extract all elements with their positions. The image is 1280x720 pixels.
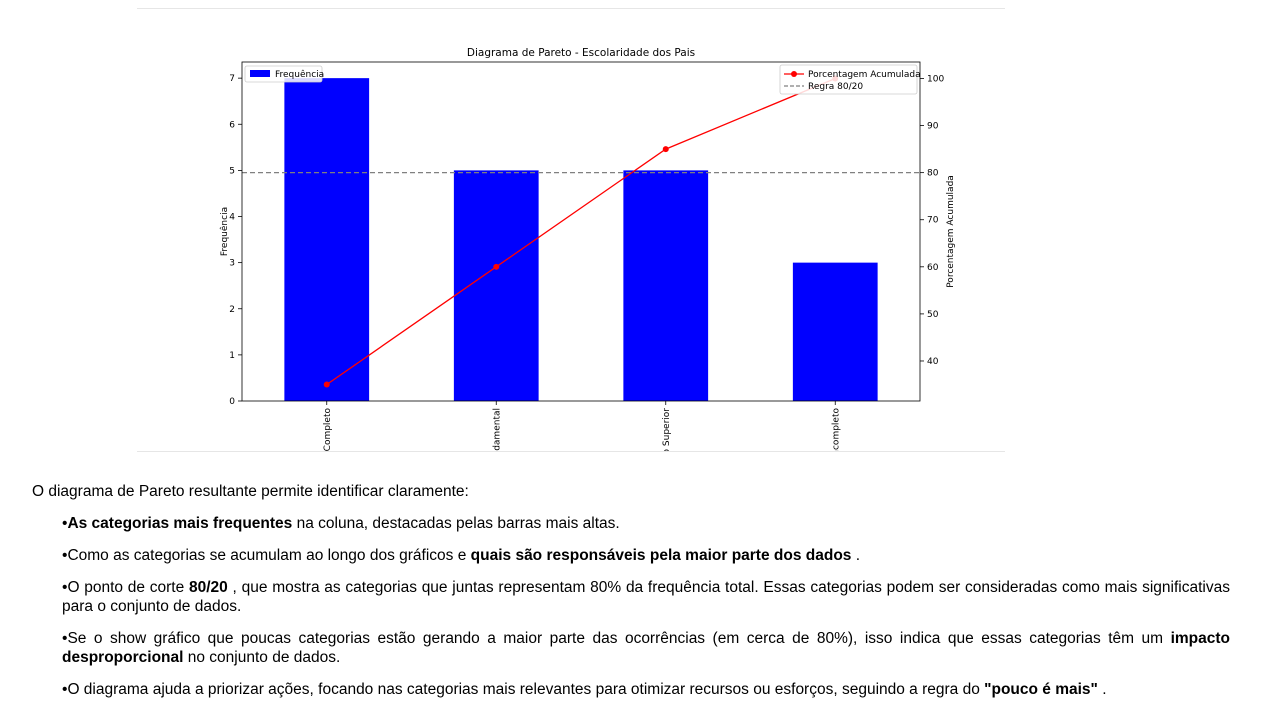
pareto-chart-frame: 0 1 2 3 4 5 6 7 40 50 60 70 80 90 100 Completo ndamental… xyxy=(137,8,1005,452)
y-tick-label: 6 xyxy=(229,120,235,130)
legend-bar-swatch xyxy=(250,70,270,77)
bullet-2-text: Como as categorias se acumulam ao longo … xyxy=(67,547,471,564)
x-tick-label-1: Completo xyxy=(323,408,333,451)
bullet-2-end: . xyxy=(851,547,861,564)
intro-text: O diagrama de Pareto resultante permite … xyxy=(32,483,469,500)
bar-3 xyxy=(623,170,709,401)
bullet-4-text: Se o show gráfico que poucas categorias … xyxy=(67,630,1171,647)
y-tick-label: 7 xyxy=(229,74,235,84)
cumulative-point-2 xyxy=(493,263,500,270)
bullet-4-bold: impacto desproporcional xyxy=(62,630,1230,666)
legend-ref-label: Regra 80/20 xyxy=(808,82,863,92)
bullet-1-text: na coluna, destacadas pelas barras mais … xyxy=(292,515,620,532)
chart-title: Diagrama de Pareto - Escolaridade dos Pa… xyxy=(467,47,695,59)
y-right-tick-label: 80 xyxy=(927,169,939,179)
bar-1 xyxy=(284,78,370,402)
bullet-2-bold: quais são responsáveis pela maior parte … xyxy=(470,547,852,564)
x-tick-label-4: ncompleto xyxy=(831,408,841,451)
y-axis-label: Frequência xyxy=(219,207,230,256)
bullet-4-end: no conjunto de dados. xyxy=(183,649,341,666)
y-right-axis-label: Porcentagem Acumulada xyxy=(946,175,956,288)
bullet-item-4: Se o show gráfico que poucas categorias … xyxy=(62,629,1230,667)
x-tick-label-3: o Superior xyxy=(662,408,672,451)
legend-line-marker xyxy=(791,71,797,77)
bullet-list: As categorias mais frequentes na coluna,… xyxy=(32,514,1230,699)
legend-line-label: Porcentagem Acumulada xyxy=(808,70,921,80)
bullet-item-5: O diagrama ajuda a priorizar ações, foca… xyxy=(62,680,1230,699)
cumulative-point-3 xyxy=(662,146,669,153)
y-tick-label: 1 xyxy=(229,351,235,361)
y-right-tick-label: 70 xyxy=(927,216,939,226)
y-right-tick-label: 50 xyxy=(927,310,939,320)
bullet-1-bold: As categorias mais frequentes xyxy=(67,515,293,532)
bar-4 xyxy=(792,262,878,401)
y-right-tick-label: 90 xyxy=(927,122,939,132)
y-tick-label: 3 xyxy=(229,259,235,269)
x-tick-label-2: ndamental xyxy=(492,408,502,451)
y-tick-label: 4 xyxy=(229,213,235,223)
bullet-item-3: O ponto de corte 80/20 , que mostra as c… xyxy=(62,578,1230,616)
y-tick-label: 5 xyxy=(229,166,235,176)
bullet-3-text: O ponto de corte xyxy=(67,579,189,596)
bullet-5-end: . xyxy=(1097,681,1107,698)
bullet-5-text: O diagrama ajuda a priorizar ações, foca… xyxy=(67,681,985,698)
y-tick-label: 2 xyxy=(229,305,235,315)
pareto-chart: 0 1 2 3 4 5 6 7 40 50 60 70 80 90 100 Completo ndamental… xyxy=(219,47,956,451)
y-right-tick-label: 40 xyxy=(927,357,939,367)
bullet-3-end: , que mostra as categorias que juntas re… xyxy=(62,579,1230,615)
bar-2 xyxy=(453,170,539,401)
y-tick-label: 0 xyxy=(229,397,235,407)
bullet-5-bold: "pouco é mais" xyxy=(984,681,1098,698)
cumulative-line xyxy=(326,77,836,386)
cumulative-point-1 xyxy=(323,381,330,388)
bullet-item-1: As categorias mais frequentes na coluna,… xyxy=(62,514,1230,533)
legend-bar-label: Frequência xyxy=(275,69,324,80)
plot-area-border xyxy=(241,61,921,402)
legend-right-box xyxy=(779,64,918,95)
y-right-tick-label: 100 xyxy=(927,74,944,84)
bullet-item-2: Como as categorias se acumulam ao longo … xyxy=(62,546,1230,565)
bullet-3-bold: 80/20 xyxy=(188,579,228,596)
y-right-tick-label: 60 xyxy=(927,263,939,273)
explanation-text: O diagrama de Pareto resultante permite … xyxy=(32,482,1230,712)
